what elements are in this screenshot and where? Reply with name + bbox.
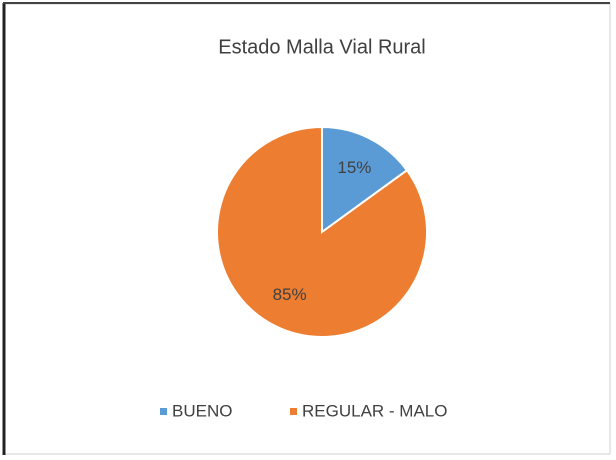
pie-slice — [321, 125, 409, 234]
legend-swatch — [160, 408, 167, 415]
legend-swatch — [290, 408, 297, 415]
chart-title: Estado Malla Vial Rural — [218, 36, 426, 58]
legend-label: REGULAR - MALO — [302, 401, 447, 420]
legend-label: BUENO — [172, 401, 232, 420]
data-label: 15% — [337, 158, 371, 177]
pie-slice — [216, 125, 428, 338]
data-label: 85% — [273, 285, 307, 304]
